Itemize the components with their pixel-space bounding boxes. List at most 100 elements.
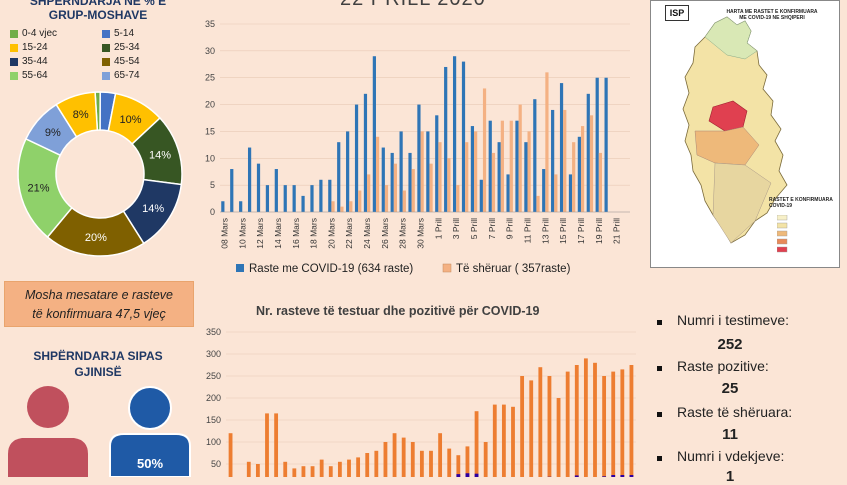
tests-bar	[529, 380, 533, 477]
legend-swatch	[10, 58, 18, 66]
recovered-bar	[501, 121, 504, 212]
recovered-bar	[474, 131, 477, 212]
x-tick-label: 1 Prill	[433, 218, 443, 239]
donut-slice-label: 8%	[73, 109, 89, 121]
y-tick-label: 150	[206, 415, 221, 425]
tests-bar	[292, 468, 296, 477]
cases-bar	[328, 180, 331, 212]
x-tick-label: 30 Mars	[416, 218, 426, 249]
legend-swatch	[10, 44, 18, 52]
cases-bar	[426, 131, 429, 212]
cases-bar	[578, 137, 581, 212]
tests-bar	[593, 363, 597, 477]
donut-slice-label: 20%	[85, 232, 107, 244]
map-legend-title: RASTET E KONFIRMUARA COVID-19	[769, 197, 839, 209]
cases-bar	[257, 164, 260, 212]
cases-bar	[248, 148, 251, 212]
tests-bar	[456, 455, 460, 477]
legend-swatch	[102, 44, 110, 52]
recovered-bar	[536, 196, 539, 212]
tests-bar	[566, 372, 570, 477]
legend-swatch	[10, 30, 18, 38]
cases-bar	[310, 185, 313, 212]
cases-bar	[408, 153, 411, 212]
cases-bar	[542, 169, 545, 212]
tests-value: 252	[655, 336, 805, 353]
cases-bar	[319, 180, 322, 212]
deaths-label: Numri i vdekjeve:	[677, 448, 784, 464]
recovered-bar	[599, 153, 602, 212]
age-title-line2: GRUP-MOSHAVE	[0, 8, 196, 22]
y-tick-label: 35	[205, 19, 215, 29]
tests-bar	[311, 466, 315, 477]
cases-bar	[498, 142, 501, 212]
recovered-bar	[394, 164, 397, 212]
y-tick-label: 0	[210, 207, 215, 217]
legend-label: 55-64	[22, 70, 48, 81]
age-title-line1: SHPËRNDARJA NË % E	[0, 0, 196, 8]
chart-legend-label: Raste me COVID-19 (634 raste)	[249, 263, 413, 275]
legend-label: 15-24	[22, 42, 48, 53]
y-tick-label: 50	[211, 459, 221, 469]
legend-label: 0-4 vjec	[22, 28, 57, 39]
cases-bar	[417, 105, 420, 212]
cases-bar	[587, 94, 590, 212]
recovered-bar	[572, 142, 575, 212]
donut-slice-label: 10%	[119, 114, 141, 126]
tests-chart-title: Nr. rasteve të testuar dhe pozitivë për …	[256, 304, 539, 318]
cases-bar	[355, 105, 358, 212]
y-tick-label: 15	[205, 126, 215, 136]
age-legend-item: 15-24	[10, 42, 48, 53]
cases-bar	[391, 153, 394, 212]
legend-swatch	[102, 72, 110, 80]
x-tick-label: 10 Mars	[237, 218, 247, 249]
tests-bar	[502, 405, 506, 477]
recovered-bar	[429, 164, 432, 212]
recovered-value: 11	[655, 426, 805, 443]
bullet-icon	[657, 320, 662, 325]
female-figure-icon	[8, 386, 88, 477]
cases-bar	[515, 121, 518, 212]
bullet-icon	[657, 412, 662, 417]
y-tick-label: 200	[206, 393, 221, 403]
legend-label: 45-54	[114, 56, 140, 67]
tests-bar	[548, 376, 552, 477]
x-tick-label: 24 Mars	[362, 218, 372, 249]
x-tick-label: 28 Mars	[398, 218, 408, 249]
recovered-bar	[492, 153, 495, 212]
map-legend-swatches	[777, 215, 791, 259]
cases-bar	[346, 131, 349, 212]
chart-legend-swatch	[236, 264, 244, 272]
tests-bar	[584, 358, 588, 477]
tests-chart: 050100150200250300350	[196, 322, 640, 477]
tests-bar	[283, 462, 287, 477]
recovered-bar	[421, 131, 424, 212]
bullet-icon	[657, 456, 662, 461]
cases-bar	[489, 121, 492, 212]
donut-slice-label: 21%	[27, 183, 49, 195]
chart-legend-swatch	[443, 264, 451, 272]
legend-label: 35-44	[22, 56, 48, 67]
cases-bar	[400, 131, 403, 212]
x-tick-label: 15 Prill	[558, 218, 568, 244]
cases-bar	[506, 174, 509, 212]
tests-bar	[475, 411, 479, 477]
cases-bar	[373, 56, 376, 212]
tests-bar	[320, 460, 324, 477]
map-panel: ISP HARTA ME RASTET E KONFIRMUARA ME COV…	[650, 0, 840, 268]
cases-bar	[524, 142, 527, 212]
cases-bar	[382, 148, 385, 212]
map-legend-swatch	[777, 215, 787, 220]
tests-bar	[302, 466, 306, 477]
cases-bar	[605, 78, 608, 212]
tests-bar	[447, 449, 451, 477]
x-tick-label: 16 Mars	[291, 218, 301, 249]
legend-label: 5-14	[114, 28, 134, 39]
age-legend-item: 55-64	[10, 70, 48, 81]
recovered-bar	[447, 158, 450, 212]
legend-label: 25-34	[114, 42, 140, 53]
x-tick-label: 7 Prill	[487, 218, 497, 239]
recovered-bar	[438, 142, 441, 212]
y-tick-label: 10	[205, 153, 215, 163]
